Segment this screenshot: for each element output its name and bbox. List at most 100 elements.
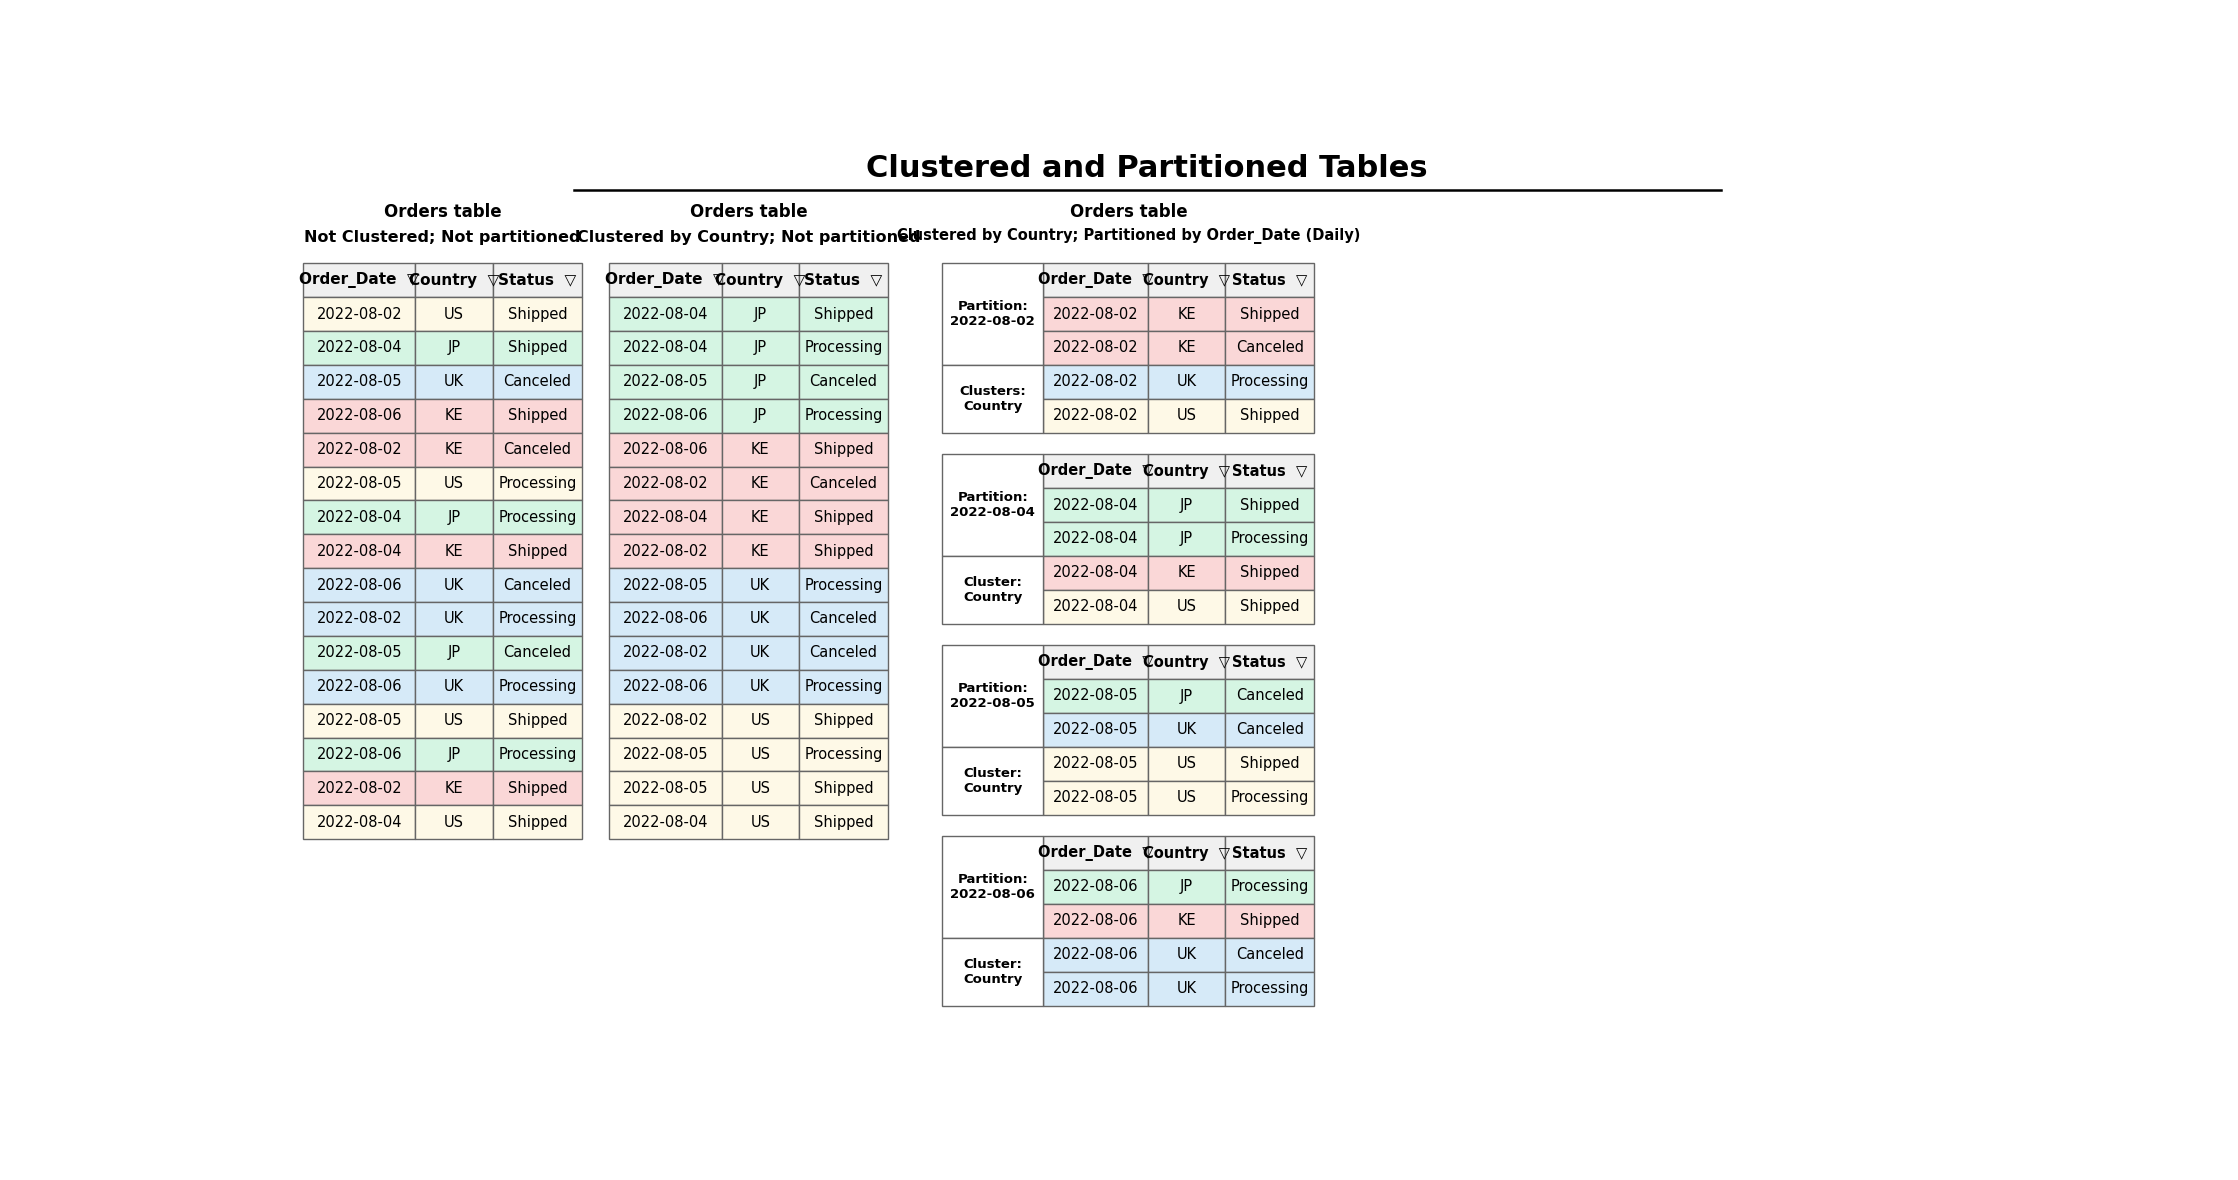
FancyBboxPatch shape xyxy=(416,602,492,636)
FancyBboxPatch shape xyxy=(799,500,888,535)
FancyBboxPatch shape xyxy=(302,703,416,738)
FancyBboxPatch shape xyxy=(1148,645,1224,678)
Text: JP: JP xyxy=(754,341,768,355)
FancyBboxPatch shape xyxy=(492,433,582,466)
Text: US: US xyxy=(1177,791,1197,805)
Text: KE: KE xyxy=(1177,913,1195,929)
Text: 2022-08-06: 2022-08-06 xyxy=(1052,879,1139,894)
Text: 2022-08-02: 2022-08-02 xyxy=(1052,341,1139,355)
Text: Shipped: Shipped xyxy=(815,510,873,525)
FancyBboxPatch shape xyxy=(302,399,416,433)
Text: Shipped: Shipped xyxy=(1240,307,1300,322)
FancyBboxPatch shape xyxy=(1043,263,1148,297)
FancyBboxPatch shape xyxy=(492,365,582,399)
FancyBboxPatch shape xyxy=(1224,522,1314,556)
Text: US: US xyxy=(443,307,463,322)
Text: 2022-08-04: 2022-08-04 xyxy=(622,307,707,322)
Text: US: US xyxy=(1177,756,1197,772)
FancyBboxPatch shape xyxy=(942,556,1043,623)
FancyBboxPatch shape xyxy=(1043,399,1148,433)
Text: Clustered and Partitioned Tables: Clustered and Partitioned Tables xyxy=(866,155,1428,183)
Text: Canceled: Canceled xyxy=(1235,948,1305,962)
FancyBboxPatch shape xyxy=(1148,556,1224,590)
Text: Shipped: Shipped xyxy=(1240,408,1300,424)
Text: Shipped: Shipped xyxy=(815,713,873,728)
FancyBboxPatch shape xyxy=(1043,781,1148,814)
Text: Shipped: Shipped xyxy=(815,544,873,559)
FancyBboxPatch shape xyxy=(609,805,721,839)
FancyBboxPatch shape xyxy=(1043,332,1148,365)
Text: UK: UK xyxy=(750,578,770,592)
FancyBboxPatch shape xyxy=(609,297,721,332)
FancyBboxPatch shape xyxy=(721,500,799,535)
Text: KE: KE xyxy=(445,781,463,795)
Text: 2022-08-05: 2022-08-05 xyxy=(1052,688,1139,703)
FancyBboxPatch shape xyxy=(721,263,799,297)
FancyBboxPatch shape xyxy=(1043,489,1148,522)
FancyBboxPatch shape xyxy=(302,500,416,535)
FancyBboxPatch shape xyxy=(492,738,582,772)
Text: Shipped: Shipped xyxy=(815,814,873,830)
FancyBboxPatch shape xyxy=(609,703,721,738)
FancyBboxPatch shape xyxy=(416,738,492,772)
FancyBboxPatch shape xyxy=(942,938,1043,1005)
Text: US: US xyxy=(443,814,463,830)
FancyBboxPatch shape xyxy=(721,399,799,433)
Text: Processing: Processing xyxy=(499,747,577,762)
Text: 2022-08-05: 2022-08-05 xyxy=(622,747,707,762)
Text: 2022-08-06: 2022-08-06 xyxy=(316,747,403,762)
Text: US: US xyxy=(1177,408,1197,424)
Text: US: US xyxy=(750,814,770,830)
FancyBboxPatch shape xyxy=(721,805,799,839)
FancyBboxPatch shape xyxy=(302,433,416,466)
Text: 2022-08-06: 2022-08-06 xyxy=(316,578,403,592)
FancyBboxPatch shape xyxy=(1224,747,1314,781)
Text: KE: KE xyxy=(1177,341,1195,355)
Text: KE: KE xyxy=(445,408,463,424)
FancyBboxPatch shape xyxy=(302,670,416,703)
Text: 2022-08-02: 2022-08-02 xyxy=(1052,374,1139,389)
FancyBboxPatch shape xyxy=(1043,904,1148,938)
FancyBboxPatch shape xyxy=(416,263,492,297)
Text: UK: UK xyxy=(443,374,463,389)
FancyBboxPatch shape xyxy=(1224,645,1314,678)
FancyBboxPatch shape xyxy=(799,703,888,738)
FancyBboxPatch shape xyxy=(1043,297,1148,332)
FancyBboxPatch shape xyxy=(302,772,416,805)
FancyBboxPatch shape xyxy=(492,805,582,839)
FancyBboxPatch shape xyxy=(609,602,721,636)
Text: UK: UK xyxy=(1177,374,1197,389)
FancyBboxPatch shape xyxy=(416,805,492,839)
FancyBboxPatch shape xyxy=(1224,938,1314,971)
Text: Status  ▽: Status ▽ xyxy=(1233,464,1307,479)
Text: Order_Date  ▽: Order_Date ▽ xyxy=(1038,464,1153,479)
Text: Shipped: Shipped xyxy=(815,442,873,457)
Text: Processing: Processing xyxy=(499,510,577,525)
FancyBboxPatch shape xyxy=(799,602,888,636)
Text: Shipped: Shipped xyxy=(1240,599,1300,614)
Text: Shipped: Shipped xyxy=(1240,565,1300,581)
FancyBboxPatch shape xyxy=(942,365,1043,433)
FancyBboxPatch shape xyxy=(609,772,721,805)
FancyBboxPatch shape xyxy=(1148,837,1224,870)
Text: Processing: Processing xyxy=(803,578,882,592)
Text: JP: JP xyxy=(1179,531,1193,546)
Text: KE: KE xyxy=(1177,307,1195,322)
FancyBboxPatch shape xyxy=(1148,297,1224,332)
FancyBboxPatch shape xyxy=(1224,489,1314,522)
FancyBboxPatch shape xyxy=(609,636,721,670)
Text: KE: KE xyxy=(445,544,463,559)
Text: JP: JP xyxy=(448,510,461,525)
Text: UK: UK xyxy=(750,611,770,627)
Text: Status  ▽: Status ▽ xyxy=(1233,655,1307,669)
Text: JP: JP xyxy=(754,408,768,424)
Text: Canceled: Canceled xyxy=(504,442,571,457)
FancyBboxPatch shape xyxy=(1224,678,1314,713)
Text: JP: JP xyxy=(754,374,768,389)
FancyBboxPatch shape xyxy=(416,297,492,332)
FancyBboxPatch shape xyxy=(416,535,492,569)
FancyBboxPatch shape xyxy=(799,636,888,670)
Text: Country  ▽: Country ▽ xyxy=(1144,273,1231,288)
Text: 2022-08-05: 2022-08-05 xyxy=(622,781,707,795)
FancyBboxPatch shape xyxy=(1148,971,1224,1005)
